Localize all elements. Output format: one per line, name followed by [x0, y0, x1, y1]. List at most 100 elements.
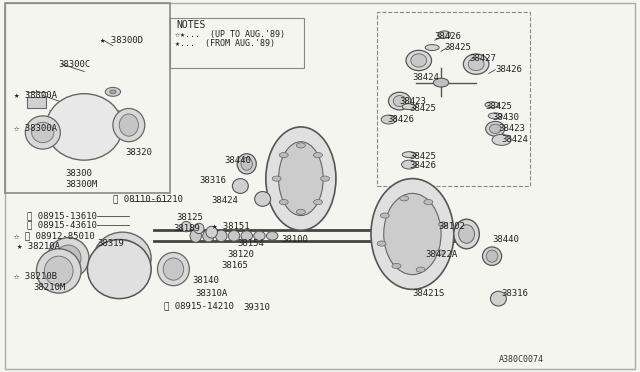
Text: 38300C: 38300C [59, 60, 91, 69]
Bar [27, 97, 46, 109]
Ellipse shape [36, 249, 81, 293]
Ellipse shape [266, 127, 336, 230]
Text: 38426: 38426 [409, 161, 436, 170]
Text: 38424: 38424 [412, 73, 439, 81]
Circle shape [436, 250, 444, 255]
Text: 38310A: 38310A [196, 289, 228, 298]
Ellipse shape [490, 124, 501, 134]
Text: ☆ ⓝ 08912-85010: ☆ ⓝ 08912-85010 [14, 231, 95, 240]
Circle shape [296, 143, 305, 148]
Text: 38426: 38426 [435, 32, 461, 41]
Text: 38102: 38102 [438, 222, 465, 231]
Ellipse shape [425, 45, 439, 51]
Ellipse shape [113, 109, 145, 142]
Ellipse shape [486, 250, 498, 262]
Circle shape [377, 241, 386, 246]
Ellipse shape [88, 240, 151, 299]
Ellipse shape [237, 154, 256, 174]
Text: 38319: 38319 [97, 239, 124, 248]
Ellipse shape [216, 230, 227, 241]
Circle shape [416, 267, 425, 272]
Ellipse shape [406, 50, 431, 71]
Text: 38423: 38423 [399, 97, 426, 106]
Ellipse shape [206, 226, 218, 238]
Circle shape [279, 199, 288, 205]
Ellipse shape [394, 96, 406, 107]
Ellipse shape [46, 94, 122, 160]
Text: 38426: 38426 [387, 115, 414, 124]
Text: 38427: 38427 [470, 54, 497, 63]
Circle shape [492, 134, 511, 145]
Circle shape [433, 78, 449, 87]
Text: 38154: 38154 [237, 239, 264, 248]
Text: 38425: 38425 [409, 152, 436, 161]
Circle shape [424, 199, 433, 205]
Text: 38422A: 38422A [425, 250, 458, 259]
Text: 38125: 38125 [177, 213, 204, 222]
Ellipse shape [402, 152, 416, 158]
Circle shape [438, 222, 447, 227]
Text: Ⓦ 08915-13610: Ⓦ 08915-13610 [27, 211, 97, 220]
Ellipse shape [157, 253, 189, 286]
Ellipse shape [488, 113, 502, 119]
Text: 38140: 38140 [193, 276, 220, 285]
Ellipse shape [384, 193, 441, 275]
Ellipse shape [31, 122, 54, 142]
Text: 38189: 38189 [173, 224, 200, 233]
Ellipse shape [190, 230, 202, 242]
Circle shape [109, 90, 116, 94]
Ellipse shape [232, 179, 248, 193]
Ellipse shape [486, 121, 505, 136]
Text: 38424: 38424 [502, 135, 529, 144]
Text: 38421S: 38421S [412, 289, 445, 298]
Text: 38425: 38425 [444, 43, 471, 52]
Ellipse shape [255, 192, 271, 206]
Ellipse shape [388, 92, 411, 110]
Ellipse shape [463, 54, 489, 74]
Ellipse shape [459, 225, 474, 243]
Text: NOTES: NOTES [177, 20, 206, 31]
Ellipse shape [371, 179, 454, 289]
Ellipse shape [468, 58, 484, 71]
Text: A380C0074: A380C0074 [499, 355, 543, 364]
Text: 39310: 39310 [244, 303, 271, 312]
Circle shape [380, 213, 389, 218]
Text: 38440: 38440 [225, 155, 252, 165]
Ellipse shape [253, 231, 265, 240]
Text: Ⓑ 08110-61210: Ⓑ 08110-61210 [113, 195, 183, 203]
Ellipse shape [278, 142, 323, 215]
Circle shape [314, 153, 323, 158]
Text: ★ 38300D: ★ 38300D [100, 36, 143, 45]
Ellipse shape [490, 291, 506, 306]
Text: 38440: 38440 [492, 235, 519, 244]
Ellipse shape [203, 230, 214, 242]
Ellipse shape [194, 223, 204, 234]
Text: Ⓦ 08915-14210: Ⓦ 08915-14210 [164, 301, 234, 311]
Ellipse shape [44, 256, 73, 286]
Ellipse shape [411, 54, 427, 67]
Text: 38423: 38423 [499, 124, 525, 133]
Text: 38300: 38300 [65, 169, 92, 177]
Ellipse shape [241, 157, 252, 170]
Text: 38210M: 38210M [33, 283, 65, 292]
Ellipse shape [181, 221, 191, 232]
Ellipse shape [228, 231, 240, 241]
Ellipse shape [485, 102, 499, 108]
Ellipse shape [454, 219, 479, 249]
Circle shape [314, 199, 323, 205]
Text: 38120: 38120 [228, 250, 255, 259]
Ellipse shape [483, 247, 502, 265]
Text: 38316: 38316 [199, 176, 226, 185]
Ellipse shape [56, 245, 81, 271]
Text: ★ 38300A: ★ 38300A [14, 91, 57, 100]
Ellipse shape [402, 104, 416, 110]
Ellipse shape [26, 116, 60, 149]
Ellipse shape [119, 114, 138, 136]
Text: 38320: 38320 [125, 148, 152, 157]
Circle shape [400, 196, 408, 201]
Text: 38300M: 38300M [65, 180, 97, 189]
Circle shape [272, 176, 281, 181]
Circle shape [296, 209, 305, 214]
Ellipse shape [266, 232, 278, 240]
Text: 38425: 38425 [409, 104, 436, 113]
